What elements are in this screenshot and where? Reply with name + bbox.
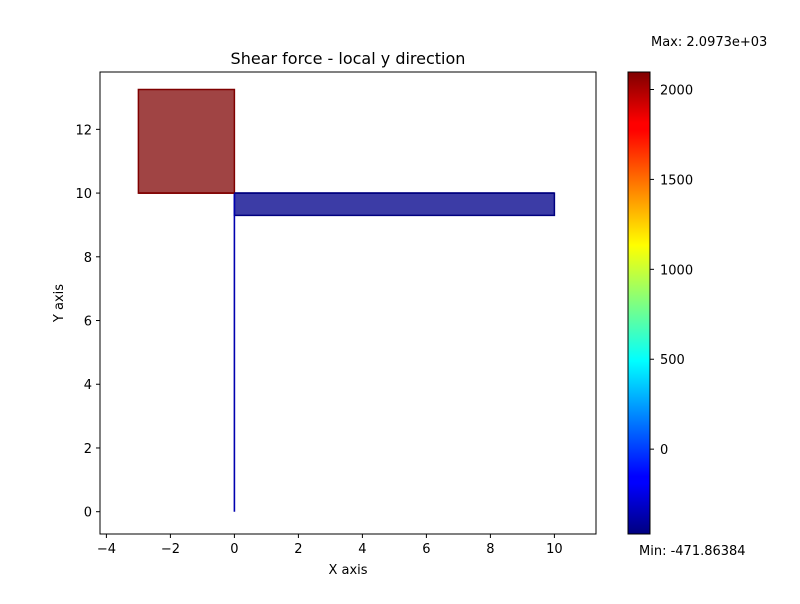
x-tick-label: 6	[422, 542, 430, 557]
frame-members	[138, 192, 555, 512]
colorbar-ticks: 0 500 1000 1500 2000	[650, 83, 693, 458]
y-tick-label: 10	[75, 187, 92, 202]
colorbar-tick-label: 1500	[660, 173, 693, 188]
x-tick-label: 0	[230, 542, 238, 557]
x-tick-label: 10	[546, 542, 563, 557]
min-annotation: Min: -471.86384	[639, 544, 746, 559]
y-tick-label: 6	[84, 315, 92, 330]
colorbar-tick-label: 0	[660, 443, 668, 458]
y-tick-label: 4	[84, 378, 92, 393]
y-tick-label: 12	[75, 123, 92, 138]
colorbar-tick-label: 2000	[660, 83, 693, 98]
y-tick-label: 8	[84, 251, 92, 266]
colorbar: 0 500 1000 1500 2000	[627, 71, 693, 535]
diagram-polygons	[137, 88, 556, 217]
plot-area	[99, 71, 597, 535]
colorbar-gradient	[627, 71, 651, 535]
y-axis-ticks: 0 2 4 6 8 10 12	[75, 123, 100, 521]
x-tick-label: 8	[486, 542, 494, 557]
x-tick-label: −2	[161, 542, 180, 557]
shear-diagram-polygon-2	[233, 192, 556, 217]
x-tick-label: −4	[97, 542, 116, 557]
max-annotation: Max: 2.0973e+03	[651, 35, 767, 50]
shear-diagram-polygon-1	[137, 88, 236, 194]
x-tick-label: 2	[294, 542, 302, 557]
y-tick-label: 2	[84, 442, 92, 457]
x-axis-ticks: −4 −2 0 2 4 6 8 10	[97, 534, 563, 557]
x-tick-label: 4	[358, 542, 366, 557]
chart-title: Shear force - local y direction	[231, 49, 466, 68]
colorbar-tick-label: 500	[660, 353, 685, 368]
x-axis-label: X axis	[328, 563, 367, 578]
plot-frame	[99, 71, 597, 535]
y-axis-label: Y axis	[52, 284, 67, 323]
colorbar-tick-label: 1000	[660, 263, 693, 278]
y-tick-label: 0	[84, 506, 92, 521]
